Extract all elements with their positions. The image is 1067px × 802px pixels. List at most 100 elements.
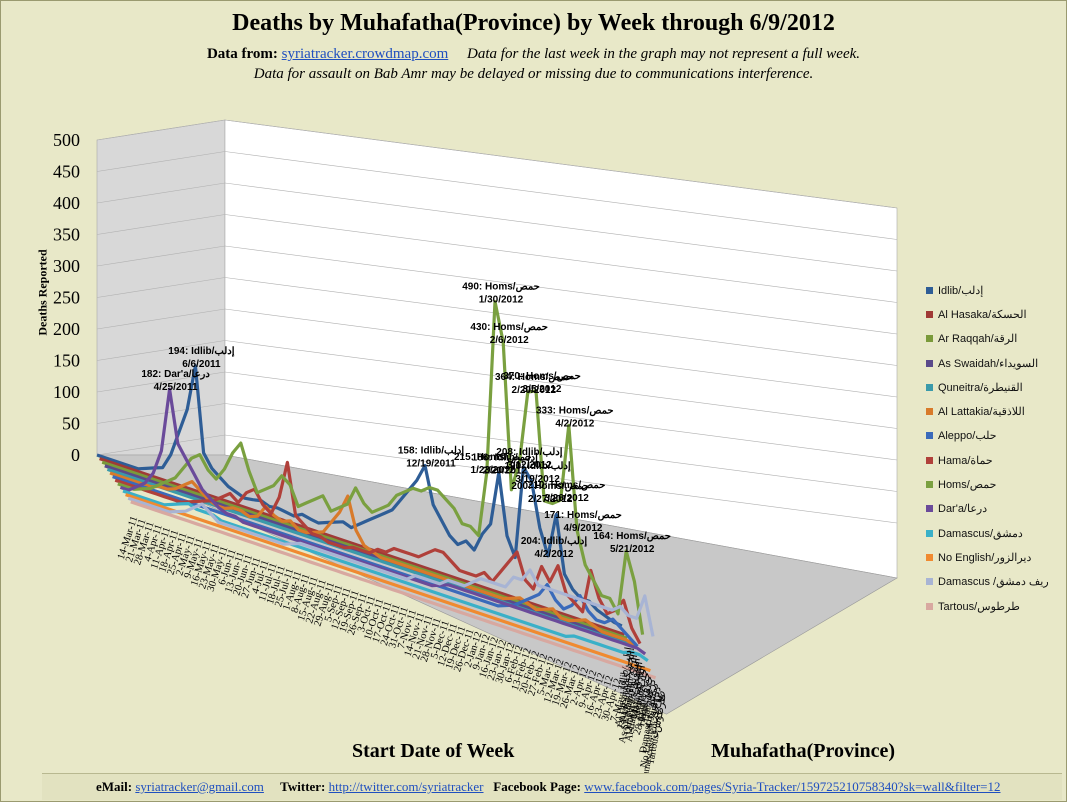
data-source-link[interactable]: syriatracker.crowdmap.com xyxy=(281,46,449,62)
gridline-left xyxy=(96,340,226,361)
legend-label: Damascus /ريف دمشق xyxy=(938,576,1049,589)
legend-swatch xyxy=(926,286,933,294)
annotation-date: 4/25/2011 xyxy=(154,382,198,393)
gridline-left xyxy=(96,151,226,172)
y-tick-label: 500 xyxy=(53,130,80,150)
legend-swatch xyxy=(926,310,933,318)
annotation-label: 186: Idlib/إدلب xyxy=(472,453,538,464)
legend-swatch xyxy=(926,456,933,464)
gridline-left xyxy=(96,245,226,267)
annotation-date: 12/19/2011 xyxy=(406,458,456,469)
legend-item: No English/ديرالزور xyxy=(926,545,1066,569)
legend-swatch xyxy=(926,602,933,610)
legend-swatch xyxy=(926,359,933,367)
legend-swatch xyxy=(926,432,933,440)
annotation-date: 4/9/2012 xyxy=(564,523,603,534)
gridline-left xyxy=(96,277,226,298)
annotation-label: 171: Homs/حمص xyxy=(544,510,622,521)
annotation-label: 158: Idlib/إدلب xyxy=(398,445,464,456)
gridline-left xyxy=(96,308,226,330)
annotation-label: 490: Homs/حمص xyxy=(462,282,540,293)
gridline-back xyxy=(224,434,898,524)
legend-swatch xyxy=(926,529,933,537)
annotation-label: 370: Homs/حمص xyxy=(503,371,581,382)
y-tick-label: 200 xyxy=(53,319,80,339)
gridline-back xyxy=(224,277,898,366)
chart-title: Deaths by Muhafatha(Province) by Week th… xyxy=(232,10,835,36)
gridline-back xyxy=(224,119,898,209)
annotation-label: 182: Dar'a/درعا xyxy=(141,369,210,380)
annotation-label: 204: Idlib/إدلب xyxy=(521,536,587,547)
annotation-date: 4/2/2012 xyxy=(555,418,594,429)
y-tick-label: 450 xyxy=(53,162,80,182)
annotation-date: 3/19/2012 xyxy=(515,474,560,485)
legend-item: Al Lattakia/اللاذقية xyxy=(926,399,1066,423)
gridline-back xyxy=(224,403,898,492)
annotation-date: 3/5/2012 xyxy=(523,384,562,395)
data-from-label: Data from: xyxy=(206,46,278,62)
y-tick-label: 100 xyxy=(53,382,80,402)
y-tick-label: 350 xyxy=(53,225,80,245)
note-partial-week: Data for the last week in the graph may … xyxy=(467,46,861,62)
legend-item: Damascus /ريف دمشق xyxy=(926,570,1066,594)
y-axis-label: Deaths Reported xyxy=(35,249,50,336)
series-line-13 xyxy=(130,500,657,680)
data-source-line: Data from: syriatracker.crowdmap.com Dat… xyxy=(0,46,1067,63)
legend-item: Quneitra/القنيطرة xyxy=(926,375,1066,399)
annotation-date: 2/27/2012 xyxy=(528,494,573,505)
annotation-label: 333: Homs/حمص xyxy=(536,405,614,416)
gridline-back xyxy=(224,182,898,272)
legend-swatch xyxy=(926,505,933,513)
legend-swatch xyxy=(926,553,933,561)
gridline-left xyxy=(96,182,226,204)
annotation-label: 164: Homs/حمص xyxy=(593,531,671,542)
gridline-left xyxy=(96,371,226,393)
facebook-link[interactable]: www.facebook.com/pages/Syria-Tracker/159… xyxy=(584,779,1001,794)
series-line-7 xyxy=(114,460,642,645)
z-axis-title: Muhafatha(Province) xyxy=(711,740,896,762)
legend-label: As Swaidah/السويداء xyxy=(938,357,1039,370)
y-tick-label: 50 xyxy=(62,414,80,434)
legend-label: Hama/حماة xyxy=(938,454,993,467)
twitter-link[interactable]: http://twitter.com/syriatracker xyxy=(328,779,484,794)
legend-label: Homs/حمص xyxy=(938,479,997,492)
gridline-back xyxy=(224,151,898,240)
legend-item: Damascus/دمشق xyxy=(926,521,1066,545)
annotation-date: 2/20/2012 xyxy=(483,466,528,477)
legend-item: Tartous/طرطوس xyxy=(926,594,1066,618)
annotation-date: 2/6/2012 xyxy=(490,335,529,346)
email-link[interactable]: syriatracker@gmail.com xyxy=(135,779,264,794)
legend-label: Dar'a/درعا xyxy=(938,503,988,516)
chart-legend: Idlib/إدلب Al Hasaka/الحسكة Ar Raqqah/الرق… xyxy=(926,278,1066,618)
series-line-11 xyxy=(125,493,651,673)
annotation-date: 2/20/2012 xyxy=(512,385,557,396)
annotation-label: 208: Idlib/إدلب xyxy=(496,447,562,458)
annotation-date: 5/21/2012 xyxy=(610,544,655,555)
legend-swatch xyxy=(926,383,933,391)
annotation-label: 210: Homs/حمص xyxy=(528,480,606,491)
gridline-left xyxy=(96,119,226,141)
series-line-8 xyxy=(117,300,645,635)
legend-item: Ar Raqqah/الرقة xyxy=(926,327,1066,351)
legend-label: Al Lattakia/اللاذقية xyxy=(938,406,1025,419)
gridline-back xyxy=(224,308,898,398)
gridline-back xyxy=(224,371,898,461)
legend-swatch xyxy=(926,335,933,343)
gridline-back xyxy=(224,340,898,429)
annotation-date: 6/6/2011 xyxy=(182,359,221,370)
gridline-left xyxy=(96,214,226,235)
legend-item: Homs/حمص xyxy=(926,472,1066,496)
facebook-label: Facebook Page: xyxy=(493,779,581,794)
legend-item: Hama/حماة xyxy=(926,448,1066,472)
legend-label: Tartous/طرطوس xyxy=(938,600,1020,613)
legend-item: Idlib/إدلب xyxy=(926,278,1066,302)
annotation-date: 1/30/2012 xyxy=(479,295,524,306)
series-line-9 xyxy=(119,387,647,656)
annotation-date: 1/23/2012 xyxy=(471,465,516,476)
gridline-left xyxy=(96,403,226,424)
annotation-label: 215: Homs/حمص xyxy=(454,452,532,463)
legend-label: Ar Raqqah/الرقة xyxy=(938,333,1018,346)
legend-swatch xyxy=(926,481,933,489)
legend-item: Dar'a/درعا xyxy=(926,497,1066,521)
legend-label: Quneitra/القنيطرة xyxy=(938,381,1023,394)
